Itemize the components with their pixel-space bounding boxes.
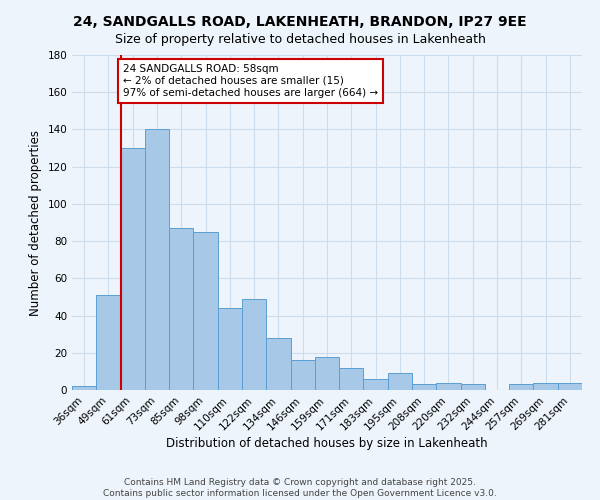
Bar — [509, 384, 533, 390]
Bar — [121, 148, 145, 390]
Bar — [461, 384, 485, 390]
Bar — [169, 228, 193, 390]
Text: Size of property relative to detached houses in Lakenheath: Size of property relative to detached ho… — [115, 32, 485, 46]
Bar — [533, 382, 558, 390]
Bar — [339, 368, 364, 390]
Text: Contains HM Land Registry data © Crown copyright and database right 2025.
Contai: Contains HM Land Registry data © Crown c… — [103, 478, 497, 498]
Bar — [242, 299, 266, 390]
X-axis label: Distribution of detached houses by size in Lakenheath: Distribution of detached houses by size … — [166, 438, 488, 450]
Bar — [145, 130, 169, 390]
Bar — [315, 356, 339, 390]
Bar — [290, 360, 315, 390]
Bar — [266, 338, 290, 390]
Bar — [364, 379, 388, 390]
Bar — [412, 384, 436, 390]
Text: 24, SANDGALLS ROAD, LAKENHEATH, BRANDON, IP27 9EE: 24, SANDGALLS ROAD, LAKENHEATH, BRANDON,… — [73, 15, 527, 29]
Text: 24 SANDGALLS ROAD: 58sqm
← 2% of detached houses are smaller (15)
97% of semi-de: 24 SANDGALLS ROAD: 58sqm ← 2% of detache… — [123, 64, 378, 98]
Bar — [388, 373, 412, 390]
Bar — [193, 232, 218, 390]
Bar — [72, 386, 96, 390]
Bar — [558, 382, 582, 390]
Bar — [96, 295, 121, 390]
Bar — [218, 308, 242, 390]
Bar — [436, 382, 461, 390]
Y-axis label: Number of detached properties: Number of detached properties — [29, 130, 42, 316]
